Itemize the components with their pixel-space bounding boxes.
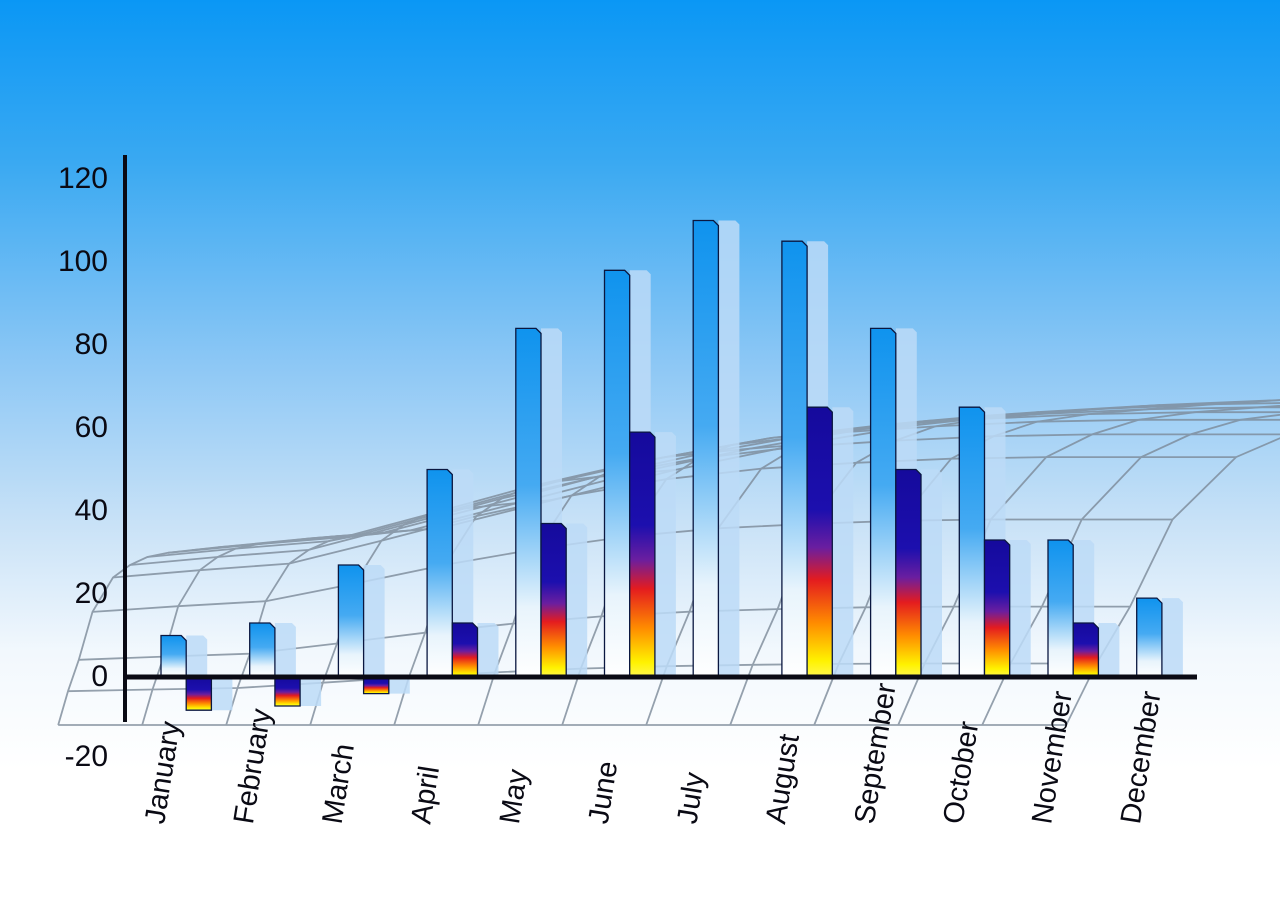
svg-text:December: December [1115,689,1168,826]
svg-text:November: November [1026,689,1079,826]
svg-text:20: 20 [75,577,108,610]
svg-text:40: 40 [75,494,108,527]
svg-text:January: January [139,719,187,826]
svg-text:May: May [494,766,534,826]
svg-text:0: 0 [91,660,108,693]
svg-text:April: April [405,764,446,826]
svg-text:60: 60 [75,411,108,444]
svg-text:80: 80 [75,328,108,361]
svg-text:120: 120 [58,162,108,195]
svg-text:August: August [760,732,806,826]
svg-text:June: June [583,759,624,826]
svg-text:September: September [849,681,903,826]
svg-text:October: October [938,719,986,826]
svg-text:-20: -20 [65,740,108,773]
svg-text:July: July [672,770,712,826]
svg-text:100: 100 [58,245,108,278]
svg-text:February: February [228,706,278,826]
svg-text:March: March [317,742,361,827]
